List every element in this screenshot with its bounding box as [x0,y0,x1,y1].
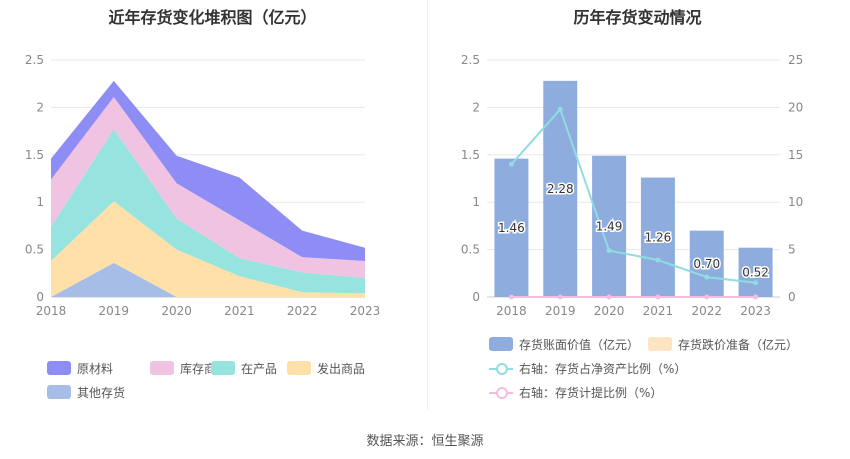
legend-swatch [211,361,235,375]
legend-swatch [287,361,311,375]
right-chart-title: 历年存货变动情况 [573,8,702,27]
inventory-bar [689,230,724,297]
right-y2-tick-label: 10 [788,195,803,209]
legend-item[interactable]: 存货跌价准备（亿元） [648,336,798,352]
right-y-tick-label: 1 [472,195,480,209]
provision-ratio-point [557,294,563,300]
legend-label: 右轴：存货计提比例（%） [519,385,663,400]
right-x-tick-label: 2019 [545,304,576,318]
left-y-tick-label: 2.5 [25,53,44,67]
legend-label: 右轴：存货占净资产比例（%） [519,361,687,376]
net-asset-ratio-line [510,107,756,284]
legend-swatch [489,361,513,375]
net-asset-ratio-point [753,280,759,286]
legend-swatch [489,337,513,351]
right-x-tick-label: 2021 [643,304,674,318]
left-y-tick-label: 2 [36,100,44,114]
inventory-bar [640,177,675,297]
provision-ratio-point [753,294,759,300]
legend-label: 发出商品 [317,361,366,376]
left-x-tick-label: 2018 [36,304,67,318]
left-x-tick-label: 2019 [99,304,130,318]
left-x-tick-label: 2021 [224,304,255,318]
legend-item[interactable]: 发出商品 [287,360,365,376]
legend-item[interactable]: 其他存货 [47,384,125,400]
provision-ratio-point [508,294,514,300]
left-x-tick-label: 2020 [161,304,192,318]
provision-ratio-point [655,294,661,300]
left-y-tick-label: 1 [36,195,44,209]
legend-label: 原材料 [77,361,114,376]
data-source: 数据来源：恒生聚源 [366,434,484,449]
net-asset-ratio-point [704,274,710,280]
inventory-bar [592,155,627,297]
legend-swatch [47,361,71,375]
bar-value-label: 0.52 [742,265,769,279]
legend-label: 存货账面价值（亿元） [519,337,640,352]
legend-item[interactable]: 右轴：存货占净资产比例（%） [489,360,686,376]
legend-item[interactable]: 原材料 [47,360,113,376]
area-series-发出商品 [51,201,365,297]
right-x-tick-label: 2022 [691,304,722,318]
bar-value-label: 1.49 [596,219,623,233]
area-series-原材料 [51,80,365,261]
bar-value-label: 1.46 [498,221,525,235]
right-x-tick-label: 2018 [496,304,527,318]
inventory-bar [738,247,773,297]
right-x-tick-label: 2023 [740,304,771,318]
left-y-tick-label: 0 [36,290,44,304]
left-x-tick-label: 2022 [287,304,318,318]
legend-swatch [150,361,174,375]
bar-value-label: 2.28 [547,182,574,196]
area-series-库存商品 [51,96,365,279]
net-asset-ratio-point [655,257,661,263]
right-y2-tick-label: 5 [788,243,796,257]
left-y-tick-label: 1.5 [25,148,44,162]
legend-swatch [648,337,672,351]
right-y2-tick-label: 0 [788,290,796,304]
right-y-tick-label: 0 [472,290,480,304]
legend-item[interactable]: 在产品 [211,360,277,376]
legend-swatch [47,385,71,399]
area-series-在产品 [51,129,365,294]
right-y-tick-label: 1.5 [461,148,480,162]
net-asset-ratio-point [606,248,612,254]
left-y-tick-label: 0.5 [25,243,44,257]
bar-value-label: 1.26 [645,230,672,244]
legend-swatch [489,385,513,399]
right-y-tick-label: 2.5 [461,53,480,67]
inventory-bar [543,80,578,297]
legend-label: 其他存货 [77,385,126,400]
provision-ratio-point [704,294,710,300]
legend-item[interactable]: 右轴：存货计提比例（%） [489,384,662,400]
right-y2-tick-label: 15 [788,148,803,162]
left-chart-title: 近年存货变化堆积图（亿元） [108,8,317,27]
right-x-tick-label: 2020 [594,304,625,318]
legend-item[interactable]: 存货账面价值（亿元） [489,336,639,352]
inventory-bar [494,158,529,297]
legend-label: 存货跌价准备（亿元） [678,337,799,352]
left-x-tick-label: 2023 [350,304,381,318]
right-y-tick-label: 2 [472,100,480,114]
bar-value-label: 0.70 [693,257,720,271]
right-y2-tick-label: 25 [788,53,803,67]
right-y2-tick-label: 20 [788,100,803,114]
right-y-tick-label: 0.5 [461,243,480,257]
provision-ratio-point [606,294,612,300]
net-asset-ratio-point [557,106,563,112]
area-series-其他存货 [51,262,365,297]
legend-label: 在产品 [241,361,278,376]
panel-divider [427,0,428,410]
net-asset-ratio-point [508,161,514,167]
